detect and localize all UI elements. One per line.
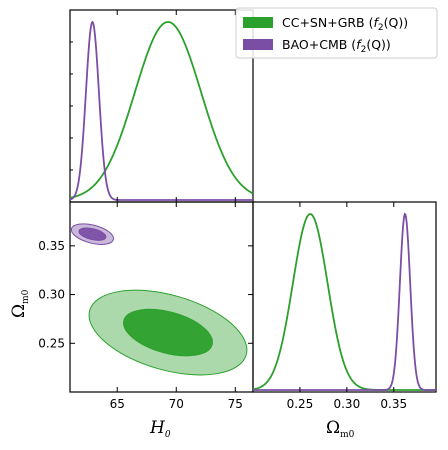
h0-posterior-panel (69, 9, 254, 203)
h0-posterior-cc-sn-grb (69, 21, 254, 199)
legend-swatch-bao-cmb (243, 39, 273, 50)
legend-label-bao-cmb: BAO+CMB (f2(Q)) (282, 37, 391, 55)
x-axis-label-om: Ωm0 (326, 418, 355, 440)
om-posterior-frame (252, 201, 437, 393)
h0-axis-ticks: 65 70 75 (70, 10, 243, 411)
h0-tick-label: 65 (110, 397, 125, 411)
om-tick-label-x: 0.30 (333, 397, 360, 411)
om-axis-ticks-x: 0.25 0.30 0.35 (287, 202, 407, 411)
contour-1sigma-cc-sn-grb (123, 308, 213, 357)
h0-posterior-bao-cmb (69, 20, 253, 201)
om-tick-label-y: 0.25 (38, 336, 65, 350)
om-posterior-panel (252, 201, 437, 393)
om-tick-label-x: 0.25 (287, 397, 314, 411)
legend: CC+SN+GRB (f2(Q)) BAO+CMB (f2(Q)) (235, 7, 438, 59)
h0-tick-label: 70 (169, 397, 184, 411)
legend-label-cc-sn-grb: CC+SN+GRB (f2(Q)) (282, 15, 408, 33)
om-tick-label-y: 0.35 (38, 239, 65, 253)
om-tick-label-y: 0.30 (38, 288, 65, 302)
om-axis-ticks-y: 0.25 0.30 0.35 (38, 239, 253, 350)
y-axis-label-om: Ωm0 (9, 289, 31, 318)
joint-contour-panel (69, 201, 254, 393)
h0-posterior-frame (69, 9, 254, 203)
x-axis-label-h0: H0 (149, 418, 171, 440)
contour-1sigma-bao-cmb (78, 227, 107, 241)
legend-swatch-cc-sn-grb (243, 17, 273, 28)
legend-frame (235, 7, 438, 59)
om-tick-label-x: 0.35 (380, 397, 407, 411)
om-posterior-cc-sn-grb (252, 213, 436, 391)
om-posterior-bao-cmb (253, 212, 436, 391)
h0-tick-label: 75 (228, 397, 243, 411)
